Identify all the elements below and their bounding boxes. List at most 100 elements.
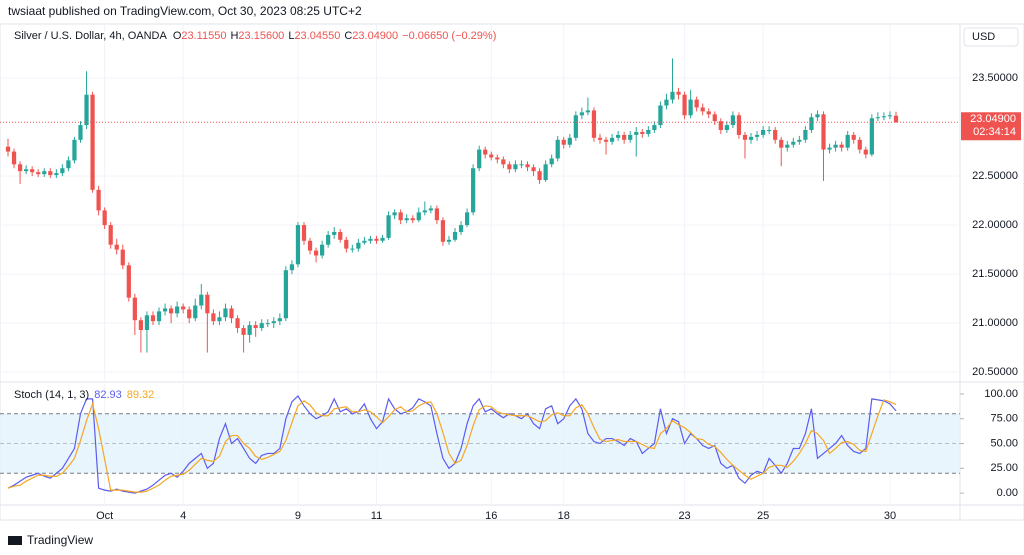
candle-body (531, 167, 536, 172)
x-tick-label: 9 (295, 510, 301, 522)
candle-body (773, 130, 778, 140)
candle-body (827, 147, 832, 150)
candle-body (265, 323, 270, 325)
candle-body (700, 107, 705, 112)
candle-body (338, 231, 343, 240)
candle-body (658, 105, 663, 126)
candle-body (422, 210, 427, 213)
candle-body (428, 208, 433, 211)
candle-body (839, 144, 844, 148)
last-price-label: 23.04900 (970, 113, 1016, 125)
candle-body (156, 311, 162, 322)
candle-body (5, 146, 11, 152)
y-tick-label: 22.50000 (972, 170, 1018, 182)
candle-body (187, 309, 192, 319)
candle-body (640, 131, 645, 134)
candle-body (682, 94, 687, 116)
stoch-d-value: 89.32 (127, 389, 155, 401)
candle-body (622, 134, 627, 140)
symbol: Silver / U.S. Dollar, 4h, OANDA (14, 30, 167, 42)
ohlc-key: C (344, 30, 352, 42)
footer-logo: TradingView (8, 533, 93, 547)
grid (0, 24, 964, 505)
candle-body (785, 144, 790, 148)
x-tick-label: 30 (884, 510, 896, 522)
candle-body (114, 244, 119, 250)
candle-body (313, 250, 319, 256)
candle-body (440, 220, 446, 242)
candle-body (66, 160, 71, 169)
candle-body (259, 323, 264, 329)
candle-body (132, 297, 137, 321)
candle-body (863, 149, 868, 155)
candle-body (181, 306, 186, 310)
candle-body (591, 110, 597, 138)
currency-button[interactable] (963, 27, 1019, 47)
candle-body (857, 139, 862, 150)
candle-body (332, 231, 337, 235)
candle-body (507, 164, 512, 170)
candle-body (271, 321, 276, 324)
candle-body (851, 134, 856, 140)
x-tick-label: 25 (757, 510, 769, 522)
candle-body (175, 306, 180, 314)
last-price-box (961, 112, 1021, 141)
candle-body (670, 91, 675, 100)
x-tick-label: 16 (485, 510, 497, 522)
candle-body (634, 131, 639, 135)
stoch-line (7, 399, 897, 493)
candle-body (767, 130, 772, 131)
candle-body (380, 237, 385, 241)
candle-body (36, 172, 41, 175)
candle-body (241, 328, 246, 335)
candle-body (168, 308, 174, 314)
y-tick-label: 100.00 (984, 388, 1018, 400)
candle-body (537, 171, 542, 180)
candle-body (573, 115, 578, 138)
y-tick-label: 25.00 (990, 462, 1018, 474)
candle-body (664, 99, 669, 106)
candle-body (893, 115, 899, 123)
stoch-header: Stoch (14, 1, 3) 82.93 89.32 (14, 389, 154, 401)
candle-body (162, 308, 168, 312)
candle-body (199, 294, 204, 306)
candle-body (803, 130, 808, 140)
stoch-line (7, 394, 897, 494)
stoch-k-value: 82.93 (94, 389, 122, 401)
candle-body (416, 212, 421, 221)
change: −0.06650 (−0.29%) (402, 30, 496, 42)
candle-body (809, 117, 814, 130)
candle-body (277, 318, 282, 322)
candle-body (229, 308, 234, 319)
candle-body (398, 212, 403, 221)
candle-body (386, 215, 391, 238)
candle-body (501, 159, 506, 165)
candle-body (24, 169, 29, 172)
candle-body (350, 248, 355, 250)
candle-body (748, 136, 754, 140)
footer-text: TradingView (27, 533, 93, 547)
candle-body (797, 139, 802, 142)
candle-body (519, 164, 524, 166)
ohlc-value: 23.04550 (294, 30, 340, 42)
candle-body (730, 115, 736, 126)
candle-body (320, 244, 325, 256)
candle-body (724, 125, 729, 130)
candle-body (247, 325, 252, 335)
candle-body (513, 164, 518, 170)
candle-body (718, 121, 723, 130)
candle-body (374, 238, 379, 241)
candle-body (392, 212, 397, 216)
candle-body (205, 294, 210, 314)
candle-body (144, 315, 150, 330)
chart-frame (0, 23, 1024, 521)
candle-body (295, 225, 301, 265)
candle-body (11, 151, 17, 165)
candle-body (84, 94, 89, 126)
candle-body (108, 225, 113, 245)
candle-body (525, 164, 530, 168)
candle-body (235, 318, 240, 329)
currency[interactable]: USD (972, 31, 995, 43)
candle-body (30, 169, 35, 173)
